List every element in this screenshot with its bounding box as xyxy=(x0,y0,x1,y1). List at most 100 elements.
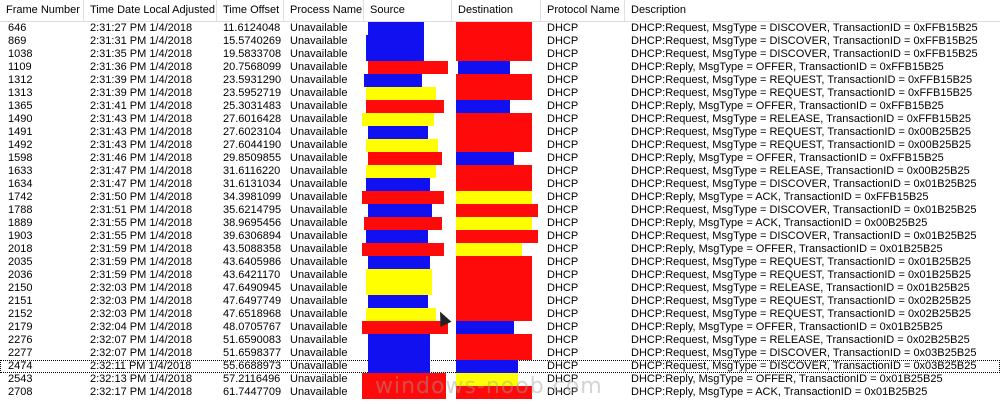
table-row[interactable]: 2150 2:32:03 PM 1/4/2018 47.6490945 Unavail… xyxy=(0,282,1000,295)
cell-protocol: DHCP xyxy=(547,74,579,86)
table-row[interactable]: 1492 2:31:43 PM 1/4/2018 27.6044190 Unavail… xyxy=(0,139,1000,152)
table-row[interactable]: 2035 2:31:59 PM 1/4/2018 43.6405986 Unavail… xyxy=(0,256,1000,269)
destination-redaction xyxy=(456,360,518,373)
destination-redaction xyxy=(456,22,532,35)
table-row[interactable]: 1634 2:31:47 PM 1/4/2018 31.6131034 Unavail… xyxy=(0,178,1000,191)
table-row[interactable]: 2277 2:32:07 PM 1/4/2018 51.6598377 Unavail… xyxy=(0,347,1000,360)
table-row[interactable]: 1598 2:31:46 PM 1/4/2018 29.8509855 Unavail… xyxy=(0,152,1000,165)
table-row[interactable]: 1490 2:31:43 PM 1/4/2018 27.6016428 Unavail… xyxy=(0,113,1000,126)
table-row[interactable]: 2152 2:32:03 PM 1/4/2018 47.6518968 Unavail… xyxy=(0,308,1000,321)
cell-desc: DHCP:Request, MsgType = RELEASE, Transac… xyxy=(631,165,970,177)
cell-protocol: DHCP xyxy=(547,373,579,385)
source-redaction xyxy=(368,360,430,373)
cell-protocol: DHCP xyxy=(547,204,579,216)
destination-redaction xyxy=(456,308,532,321)
column-header-frame-number[interactable]: Frame Number xyxy=(0,0,84,21)
source-redaction xyxy=(368,22,424,35)
source-redaction xyxy=(368,204,432,217)
cell-process: Unavailable xyxy=(290,347,348,359)
column-header-description[interactable]: Description xyxy=(631,4,687,16)
table-row[interactable]: 2018 2:31:59 PM 1/4/2018 43.5088358 Unavail… xyxy=(0,243,1000,256)
table-row[interactable]: 1365 2:31:41 PM 1/4/2018 25.3031483 Unavail… xyxy=(0,100,1000,113)
cell-protocol: DHCP xyxy=(547,243,579,255)
cell-protocol: DHCP xyxy=(547,282,579,294)
cell-time: 2:31:43 PM 1/4/2018 xyxy=(90,113,193,125)
table-row[interactable]: 869 2:31:31 PM 1/4/2018 15.5740269 Unavaila… xyxy=(0,35,1000,48)
cell-desc: DHCP:Request, MsgType = DISCOVER, Transa… xyxy=(631,204,977,216)
cell-desc: DHCP:Reply, MsgType = OFFER, Transaction… xyxy=(631,373,943,385)
column-header-protocol-name[interactable]: Protocol Name xyxy=(541,0,625,21)
column-header-time[interactable]: Time Date Local Adjusted xyxy=(84,0,217,21)
cell-protocol: DHCP xyxy=(547,191,579,203)
cell-desc: DHCP:Request, MsgType = REQUEST, Transac… xyxy=(631,139,971,151)
cell-protocol: DHCP xyxy=(547,113,579,125)
cell-process: Unavailable xyxy=(290,295,348,307)
table-row[interactable]: 1788 2:31:51 PM 1/4/2018 35.6214795 Unavail… xyxy=(0,204,1000,217)
cell-frame: 1038 xyxy=(8,48,33,60)
cell-protocol: DHCP xyxy=(547,321,579,333)
table-row[interactable]: 2276 2:32:07 PM 1/4/2018 51.6590083 Unavail… xyxy=(0,334,1000,347)
cell-process: Unavailable xyxy=(290,139,348,151)
column-header-source[interactable]: Source xyxy=(364,0,452,21)
destination-redaction xyxy=(456,48,532,61)
source-redaction xyxy=(368,295,428,308)
cell-time: 2:31:35 PM 1/4/2018 xyxy=(90,48,193,60)
table-row[interactable]: 1903 2:31:55 PM 1/4/2018 39.6306894 Unavail… xyxy=(0,230,1000,243)
table-row[interactable]: 646 2:31:27 PM 1/4/2018 11.6124048 Unavaila… xyxy=(0,22,1000,35)
cell-desc: DHCP:Request, MsgType = REQUEST, Transac… xyxy=(631,74,973,86)
destination-redaction xyxy=(456,321,514,334)
cell-desc: DHCP:Request, MsgType = DISCOVER, Transa… xyxy=(631,230,977,242)
cell-time: 2:32:03 PM 1/4/2018 xyxy=(90,308,193,320)
table-row[interactable]: 2179 2:32:04 PM 1/4/2018 48.0705767 Unavail… xyxy=(0,321,1000,334)
cell-time: 2:31:43 PM 1/4/2018 xyxy=(90,126,193,138)
source-redaction xyxy=(366,230,428,243)
cell-protocol: DHCP xyxy=(547,22,579,34)
column-header-process-name[interactable]: Process Name xyxy=(284,0,364,21)
source-redaction xyxy=(366,178,430,191)
destination-redaction xyxy=(456,87,532,100)
cell-desc: DHCP:Request, MsgType = DISCOVER, Transa… xyxy=(631,48,978,60)
cell-protocol: DHCP xyxy=(547,35,579,47)
table-row[interactable]: 1491 2:31:43 PM 1/4/2018 27.6023104 Unavail… xyxy=(0,126,1000,139)
cell-desc: DHCP:Reply, MsgType = OFFER, Transaction… xyxy=(631,61,944,73)
cell-offset: 23.5931290 xyxy=(223,74,282,86)
source-redaction xyxy=(362,321,448,334)
table-row[interactable]: 1742 2:31:50 PM 1/4/2018 34.3981099 Unavail… xyxy=(0,191,1000,204)
destination-redaction xyxy=(456,373,518,386)
table-row[interactable]: 2151 2:32:03 PM 1/4/2018 47.6497749 Unavail… xyxy=(0,295,1000,308)
cell-offset: 35.6214795 xyxy=(223,204,282,216)
table-row[interactable]: 1889 2:31:55 PM 1/4/2018 38.9695456 Unavail… xyxy=(0,217,1000,230)
destination-redaction xyxy=(456,295,532,308)
cell-time: 2:31:39 PM 1/4/2018 xyxy=(90,87,193,99)
cell-offset: 47.6518968 xyxy=(223,308,282,320)
cell-offset: 31.6131034 xyxy=(223,178,282,190)
source-redaction xyxy=(366,139,438,152)
destination-redaction xyxy=(456,191,532,204)
cell-protocol: DHCP xyxy=(547,295,579,307)
table-row[interactable]: 1038 2:31:35 PM 1/4/2018 19.5833708 Unavail… xyxy=(0,48,1000,61)
cell-time: 2:31:47 PM 1/4/2018 xyxy=(90,178,193,190)
cell-frame: 2543 xyxy=(8,373,33,385)
table-row[interactable]: 1312 2:31:39 PM 1/4/2018 23.5931290 Unavail… xyxy=(0,74,1000,87)
table-row[interactable]: 2036 2:31:59 PM 1/4/2018 43.6421170 Unavail… xyxy=(0,269,1000,282)
cell-frame: 1889 xyxy=(8,217,33,229)
table-row[interactable]: 1633 2:31:47 PM 1/4/2018 31.6116220 Unavail… xyxy=(0,165,1000,178)
column-header-time-offset[interactable]: Time Offset xyxy=(217,0,284,21)
column-header-destination[interactable]: Destination xyxy=(452,0,541,21)
cell-time: 2:31:36 PM 1/4/2018 xyxy=(90,61,193,73)
cell-time: 2:31:43 PM 1/4/2018 xyxy=(90,139,193,151)
cell-time: 2:31:39 PM 1/4/2018 xyxy=(90,74,193,86)
cell-protocol: DHCP xyxy=(547,269,579,281)
table-row[interactable]: 1109 2:31:36 PM 1/4/2018 20.7568099 Unavail… xyxy=(0,61,1000,74)
cell-process: Unavailable xyxy=(290,152,348,164)
column-header-row: Frame Number Time Date Local Adjusted Ti… xyxy=(0,0,1000,22)
table-row[interactable]: 2543 2:32:13 PM 1/4/2018 57.2116496 Unavail… xyxy=(0,373,1000,386)
cell-process: Unavailable xyxy=(290,100,348,112)
table-row[interactable]: 1313 2:31:39 PM 1/4/2018 23.5952719 Unavail… xyxy=(0,87,1000,100)
destination-redaction xyxy=(456,152,514,165)
table-row[interactable]: 2474 2:32:11 PM 1/4/2018 55.6688973 Unavail… xyxy=(0,360,1000,373)
cell-frame: 2035 xyxy=(8,256,33,268)
table-row[interactable]: 2708 2:32:17 PM 1/4/2018 61.7447709 Unavail… xyxy=(0,386,1000,399)
cell-protocol: DHCP xyxy=(547,139,579,151)
cell-desc: DHCP:Request, MsgType = REQUEST, Transac… xyxy=(631,308,971,320)
